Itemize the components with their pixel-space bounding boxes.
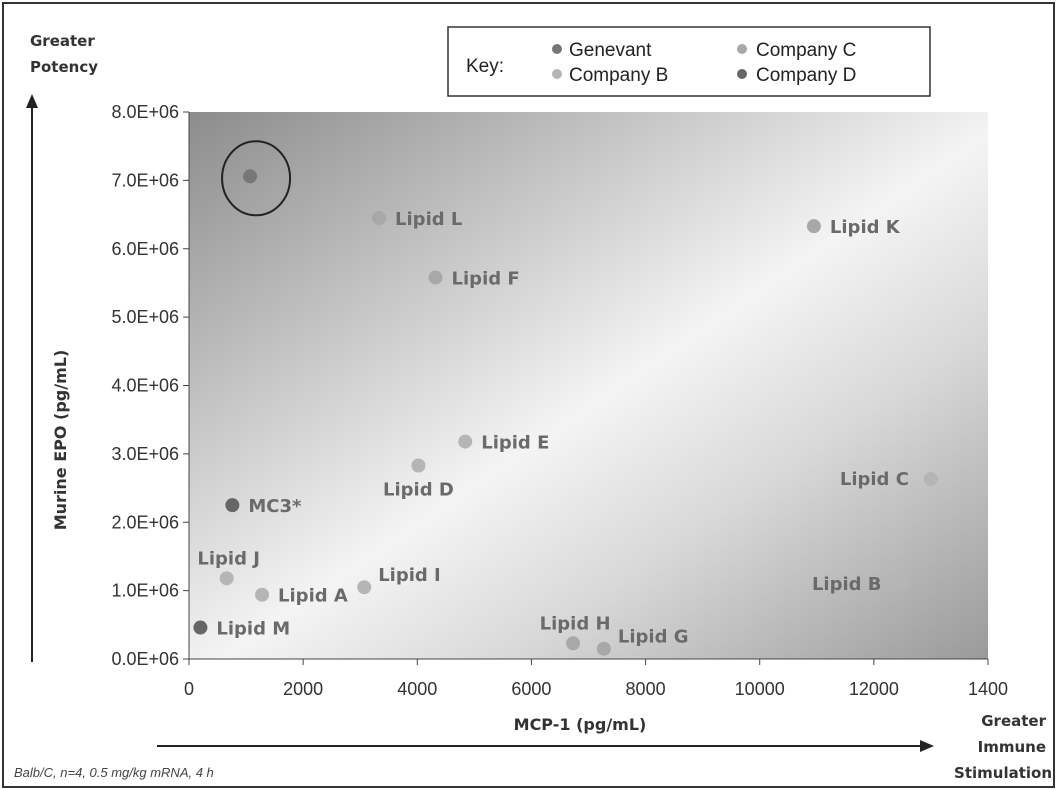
data-point-label: Lipid F	[452, 268, 520, 289]
data-point-label: Lipid B	[812, 574, 882, 595]
y-tick-label: 4.0E+06	[111, 376, 179, 396]
y-tick-label: 0.0E+06	[111, 649, 179, 669]
highlight-circle	[221, 140, 292, 217]
y-annotation-line-1: Greater	[30, 32, 95, 50]
data-point	[193, 620, 208, 635]
y-tick-label: 7.0E+06	[111, 170, 179, 190]
data-point	[566, 636, 581, 651]
data-point-label: Lipid H	[540, 613, 611, 634]
y-tick-label: 3.0E+06	[111, 444, 179, 464]
data-point	[896, 576, 911, 591]
data-point	[225, 498, 240, 513]
data-points: Lipid L Lipid K Lipid F Lipid E Lipid D Lipid…	[193, 140, 938, 656]
data-point-label: Lipid C	[840, 469, 909, 490]
legend-swatch-company-d	[737, 69, 747, 79]
x-tick-label: 1400	[968, 679, 1008, 699]
data-point	[255, 587, 270, 602]
y-axis-title: Murine EPO (pg/mL)	[51, 350, 70, 531]
y-tick-labels: 0.0E+06 1.0E+06 2.0E+06 3.0E+06 4.0E+06 5.0E+…	[111, 102, 189, 669]
potency-arrow-head	[26, 94, 38, 108]
x-tick-label: 12000	[849, 679, 899, 699]
x-annotation-line-3: Stimulation	[954, 764, 1052, 782]
data-point-label: Lipid L	[395, 209, 462, 230]
data-point	[357, 580, 372, 595]
data-point	[372, 210, 387, 225]
y-tick-label: 5.0E+06	[111, 307, 179, 327]
x-tick-labels: 0 2000 4000 6000 8000 10000 12000 1400	[184, 659, 1008, 699]
data-point	[458, 434, 473, 449]
x-annotation-line-1: Greater	[981, 712, 1046, 730]
data-point-label: Lipid A	[278, 586, 348, 607]
plot-area	[189, 112, 988, 659]
legend-label-company-b: Company B	[569, 65, 668, 86]
legend-box	[447, 26, 931, 97]
data-point-label: Lipid I	[378, 565, 441, 586]
x-axis-title: MCP-1 (pg/mL)	[514, 715, 647, 734]
legend-title: Key:	[466, 56, 504, 77]
y-annotation-line-2: Potency	[30, 58, 98, 76]
data-point	[411, 458, 426, 473]
legend-label-company-c: Company C	[756, 40, 856, 61]
x-tick-label: 8000	[626, 679, 666, 699]
immune-arrow-head	[920, 740, 934, 752]
x-tick-label: 6000	[511, 679, 551, 699]
data-point	[806, 219, 821, 234]
legend-label-genevant: Genevant	[569, 40, 652, 61]
x-tick-label: 2000	[283, 679, 323, 699]
x-annotation-line-2: Immune	[978, 738, 1046, 756]
data-point-label: Lipid M	[216, 619, 290, 640]
data-point	[923, 472, 938, 487]
x-tick-label: 4000	[397, 679, 437, 699]
x-tick-label: 10000	[735, 679, 785, 699]
y-tick-label: 8.0E+06	[111, 102, 179, 122]
data-point	[428, 270, 443, 285]
legend: Key: Genevant Company B Company C Compan…	[447, 26, 931, 97]
data-point	[219, 571, 234, 586]
data-point	[243, 169, 258, 184]
data-point-label: Lipid J	[197, 548, 260, 569]
y-tick-label: 2.0E+06	[111, 512, 179, 532]
legend-swatch-company-c	[737, 44, 747, 54]
x-tick-label: 0	[184, 679, 194, 699]
data-point-label: Lipid D	[383, 479, 454, 500]
y-tick-label: 1.0E+06	[111, 581, 179, 601]
data-point-label: Lipid K	[830, 217, 901, 238]
legend-swatch-genevant	[552, 44, 562, 54]
footnote: Balb/C, n=4, 0.5 mg/kg mRNA, 4 h	[14, 765, 214, 780]
data-point-label: MC3*	[248, 496, 302, 517]
legend-swatch-company-b	[552, 69, 562, 79]
data-point-label: Lipid E	[481, 433, 549, 454]
y-tick-label: 6.0E+06	[111, 239, 179, 259]
data-point-label: Lipid G	[618, 627, 689, 648]
legend-label-company-d: Company D	[756, 65, 856, 86]
data-point	[596, 641, 611, 656]
